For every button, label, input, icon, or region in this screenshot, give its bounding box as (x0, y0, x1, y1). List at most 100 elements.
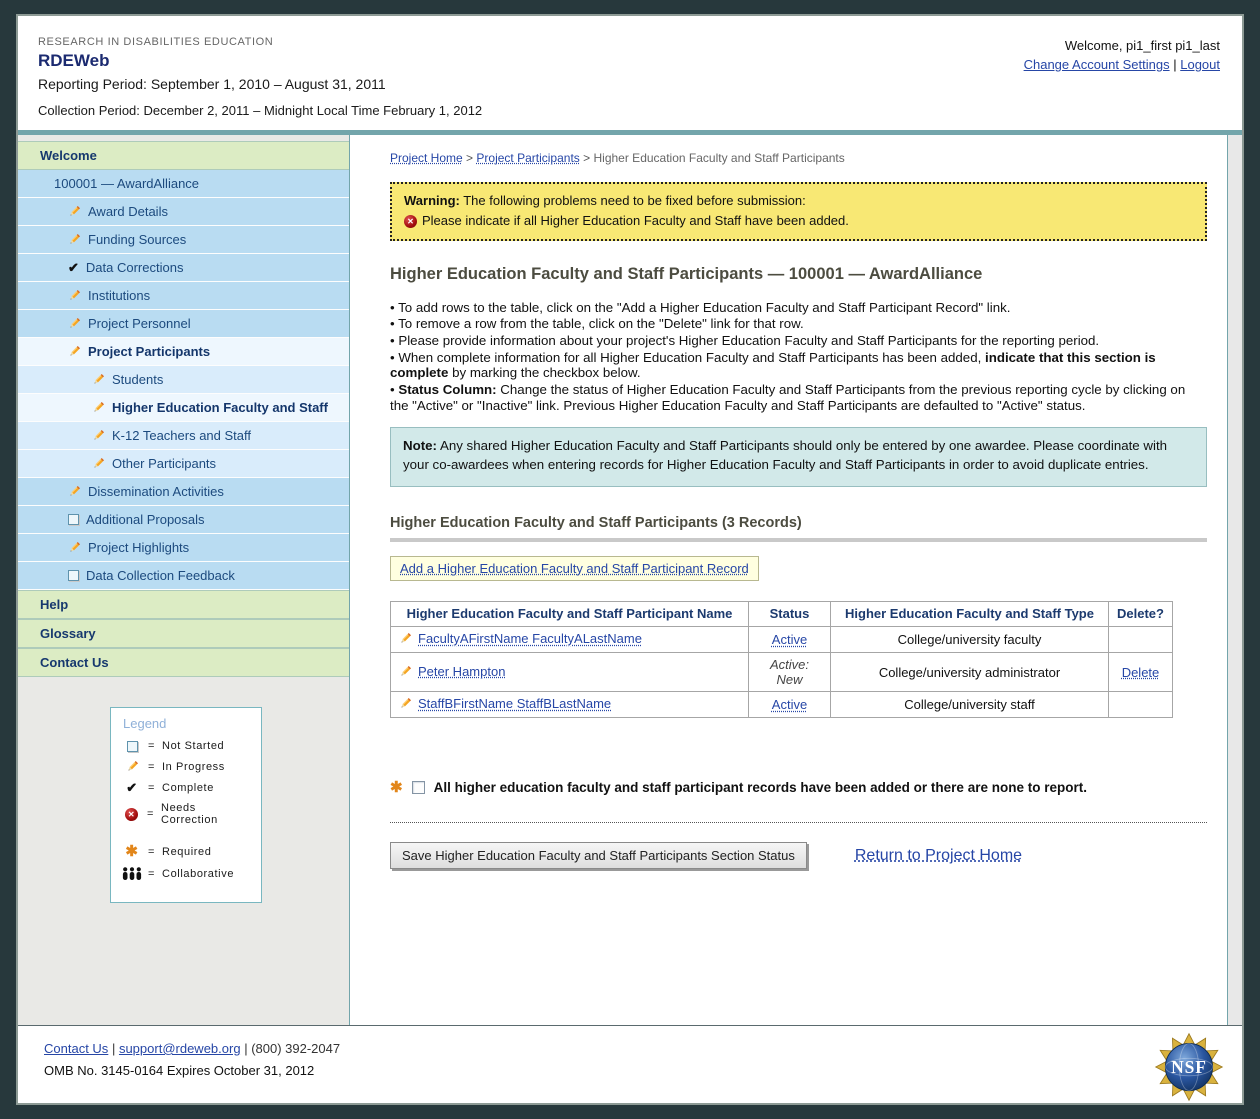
pencil-icon (92, 401, 105, 414)
sidebar-item-label: Other Participants (112, 456, 217, 471)
breadcrumb-project-home-link[interactable]: Project Home (390, 151, 463, 165)
legend-label: Complete (162, 781, 214, 794)
text-segment: Please provide information about your pr… (398, 332, 1100, 348)
sidebar-item-label: Help (40, 597, 69, 612)
col-header-name: Higher Education Faculty and Staff Parti… (390, 600, 749, 628)
warning-problem-text: Please indicate if all Higher Education … (422, 213, 849, 229)
footer-contact-us-link[interactable]: Contact Us (44, 1041, 109, 1056)
sidebar-item-other-participants[interactable]: Other Participants (18, 450, 349, 478)
sidebar-header-contact-us[interactable]: Contact Us (18, 648, 349, 677)
sidebar-item-label: Funding Sources (88, 232, 187, 247)
table-row: FacultyAFirstName FacultyALastName Active… (390, 626, 1173, 654)
text-segment: by marking the checkbox below. (448, 365, 641, 381)
svg-text:NSF: NSF (1171, 1057, 1207, 1077)
completion-checkbox[interactable] (411, 781, 425, 795)
pencil-icon (399, 665, 412, 678)
scrollbar-gutter[interactable] (1227, 135, 1242, 1025)
sidebar-item-label: Award Details (88, 204, 168, 219)
sidebar-item-label: Students (112, 372, 164, 387)
legend-box: Legend = Not Started = In Progress ✔ = Complet… (110, 707, 262, 903)
pencil-icon (68, 289, 81, 302)
add-record-link[interactable]: Add a Higher Education Faculty and Staff… (400, 560, 749, 576)
needs-correction-icon: ✕ (125, 807, 138, 821)
sidebar-item-additional-proposals[interactable]: Additional Proposals (18, 506, 349, 534)
table-header-row: Higher Education Faculty and Staff Parti… (390, 600, 1173, 628)
status-toggle-link[interactable]: Active (771, 632, 808, 648)
participant-name-cell: StaffBFirstName StaffBLastName (390, 691, 749, 719)
sidebar-item-dissemination-activities[interactable]: Dissemination Activities (18, 478, 349, 506)
text-segment: The following problems need to be fixed … (459, 193, 806, 208)
required-icon: ✱ (125, 843, 139, 860)
legend-row-needs-correction: ✕ = Needs Correction (123, 802, 251, 826)
sidebar-item-students[interactable]: Students (18, 366, 349, 394)
participant-name-link[interactable]: FacultyAFirstName FacultyALastName (418, 631, 642, 647)
participant-name-link[interactable]: StaffBFirstName StaffBLastName (418, 696, 612, 712)
sidebar-item-funding-sources[interactable]: Funding Sources (18, 226, 349, 254)
bullet-marker: • (390, 349, 399, 365)
status-toggle-link[interactable]: Active (771, 697, 808, 713)
sidebar-item-label: Glossary (40, 626, 96, 641)
sidebar-item-label: Contact Us (40, 655, 109, 670)
sidebar-item-project-highlights[interactable]: Project Highlights (18, 534, 349, 562)
participants-table: Higher Education Faculty and Staff Parti… (390, 600, 1173, 719)
legend-row-complete: ✔ = Complete (123, 781, 251, 794)
legend-equals: = (147, 808, 155, 820)
collaborative-people-icon (122, 867, 142, 880)
logout-link[interactable]: Logout (1180, 57, 1220, 72)
pencil-icon (68, 233, 81, 246)
sidebar-item-data-corrections[interactable]: ✔ Data Corrections (18, 254, 349, 282)
text-segment: Change the status of Higher Education Fa… (390, 381, 1186, 413)
change-account-settings-link[interactable]: Change Account Settings (1023, 57, 1170, 72)
legend-label: Required (162, 845, 212, 858)
delete-cell (1108, 626, 1173, 654)
main-content: Project Home > Project Participants > Hi… (350, 135, 1227, 1025)
text-segment: To add rows to the table, click on the "… (398, 299, 1011, 315)
text-segment: indicate that this section is complete (390, 349, 1156, 381)
legend-title: Legend (123, 716, 167, 731)
return-to-project-home-link[interactable]: Return to Project Home (854, 846, 1023, 864)
legend-equals: = (148, 845, 156, 858)
legend-label: In Progress (162, 760, 225, 773)
legend-icon-cell: ✔ (123, 781, 141, 794)
app-window: RESEARCH IN DISABILITIES EDUCATION RDEWe… (16, 14, 1244, 1105)
sidebar-item-label: K-12 Teachers and Staff (112, 428, 252, 443)
sidebar-header-help[interactable]: Help (18, 590, 349, 619)
legend-equals: = (148, 760, 156, 773)
sidebar-item-higher-education-faculty-and-staff[interactable]: Higher Education Faculty and Staff (18, 394, 349, 422)
table-row: StaffBFirstName StaffBLastName Active Coll… (390, 691, 1173, 719)
legend-row-not-started: = Not Started (123, 740, 251, 752)
sidebar-item-label: Project Highlights (88, 540, 190, 555)
sidebar-item-data-collection-feedback[interactable]: Data Collection Feedback (18, 562, 349, 590)
delete-link[interactable]: Delete (1121, 664, 1160, 680)
add-record-box: Add a Higher Education Faculty and Staff… (390, 555, 759, 581)
sidebar-item-label: Data Corrections (85, 260, 184, 275)
sidebar-item-project-participants[interactable]: Project Participants (18, 338, 349, 366)
pencil-icon (399, 697, 412, 710)
sidebar-header-welcome[interactable]: Welcome (18, 141, 349, 170)
participant-name-link[interactable]: Peter Hampton (418, 663, 506, 679)
sidebar-item-institutions[interactable]: Institutions (18, 282, 349, 310)
save-section-status-button[interactable]: Save Higher Education Faculty and Staff … (390, 842, 807, 870)
participant-name-cell: Peter Hampton (390, 652, 749, 693)
records-heading: Higher Education Faculty and Staff Parti… (390, 514, 802, 531)
pencil-icon (399, 632, 412, 645)
participant-type-cell: College/university administrator (830, 652, 1109, 693)
sidebar-item-100001-awardalliance[interactable]: 100001 — AwardAlliance (18, 170, 349, 198)
footer-email-link[interactable]: support@rdeweb.org (118, 1041, 241, 1056)
instruction-bullet: • To remove a row from the table, click … (390, 316, 1207, 332)
header-link-separator: | (1173, 57, 1177, 72)
footer-separator: | (244, 1041, 248, 1056)
needs-correction-icon: ✕ (404, 214, 417, 228)
pencil-icon (92, 429, 105, 442)
sidebar-item-k-12-teachers-and-staff[interactable]: K-12 Teachers and Staff (18, 422, 349, 450)
legend-equals: = (148, 867, 156, 880)
participant-name-wrap: StaffBFirstName StaffBLastName (399, 696, 611, 711)
footer-separator: | (111, 1041, 116, 1056)
participant-type-cell: College/university staff (830, 691, 1109, 719)
sidebar-header-glossary[interactable]: Glossary (18, 619, 349, 648)
sidebar-item-project-personnel[interactable]: Project Personnel (18, 310, 349, 338)
sidebar-item-award-details[interactable]: Award Details (18, 198, 349, 226)
breadcrumb-project-participants-link[interactable]: Project Participants (476, 151, 580, 165)
text-segment: Note: (403, 438, 437, 454)
legend-label: Needs Correction (161, 802, 218, 826)
